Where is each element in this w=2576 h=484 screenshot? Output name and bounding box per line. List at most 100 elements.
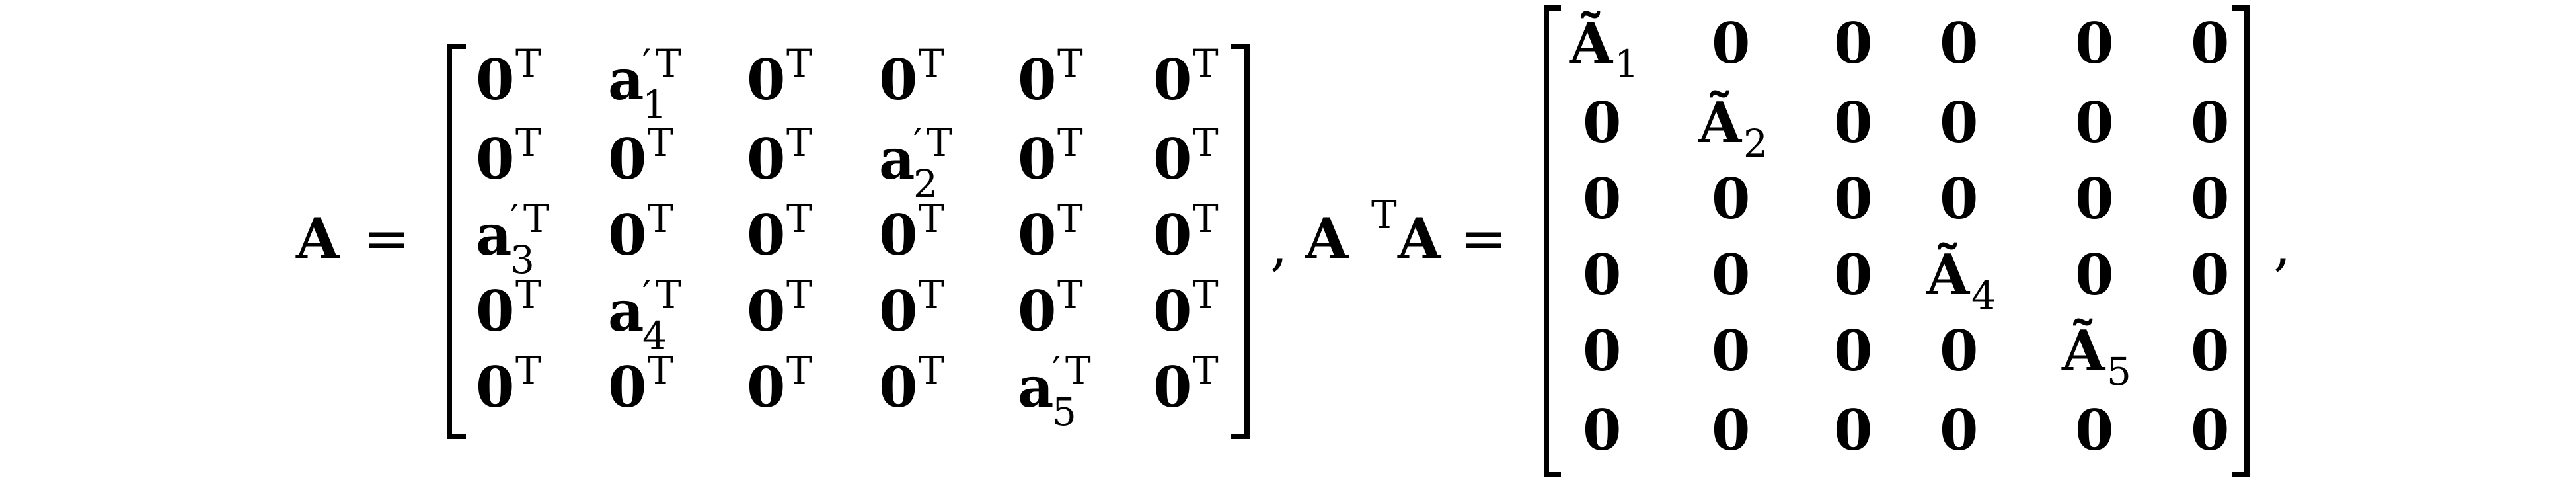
matrix-ata-cell-base: 0	[1940, 318, 1978, 383]
matrix-ata-cell-base: 0	[2075, 397, 2113, 463]
matrix-ata-cell-base: 0	[2075, 11, 2113, 76]
matrix-a-cell-subscript: 5	[1052, 389, 1077, 434]
matrix-a-cell-prime: ′	[913, 120, 922, 165]
matrix-a-cell-transpose: T	[515, 348, 541, 393]
matrix-a-cell-transpose: T	[1057, 272, 1083, 317]
matrix-a-cell-base: 0	[476, 47, 514, 112]
matrix-a-cell-base: 0	[608, 202, 646, 268]
matrix-ata-cell: 0	[1834, 397, 1872, 463]
matrix-ata-cell: 0	[2191, 397, 2229, 463]
matrix-a-cell-base: 0	[1153, 202, 1192, 268]
matrix-ata-cell: 0	[1583, 90, 1621, 155]
matrix-ata-cell-base: 0	[2191, 166, 2229, 231]
matrix-a-cell-transpose: T	[919, 41, 944, 86]
matrix-a-cell-base: 0	[1018, 126, 1056, 192]
matrix-a-cell-subscript: 1	[642, 82, 667, 127]
matrix-a-cell-base: 0	[747, 202, 785, 268]
matrix-a-cell: a′5T	[1018, 348, 1091, 434]
matrix-ata-cell: 0	[1834, 318, 1872, 383]
matrix-a-cell-transpose: T	[1057, 196, 1083, 241]
matrix-ata-cell-base: 0	[1834, 11, 1872, 76]
matrix-a-left-bracket	[447, 44, 466, 439]
matrix-a-cell-base: a	[476, 202, 511, 268]
matrix-a-cell-transpose: T	[523, 196, 549, 241]
matrix-ata-cell-base: 0	[1834, 242, 1872, 307]
matrix-a-cell-transpose: T	[786, 41, 812, 86]
matrix-ata-cell-base: 0	[1940, 397, 1978, 463]
matrix-ata-cell: 0	[1583, 166, 1621, 231]
matrix-ata-cell-base: 0	[1834, 166, 1872, 231]
matrix-ata-cell-base: 0	[1834, 397, 1872, 463]
matrix-ata-cell-base: 0	[1834, 90, 1872, 155]
matrix-ata-cell: 0	[2075, 397, 2113, 463]
matrix-a-cell-base: 0	[747, 278, 785, 344]
matrix-a-cell-transpose: T	[1193, 272, 1219, 317]
matrix-ata-cell-base: 0	[1712, 397, 1750, 463]
matrix-a-cell-transpose: T	[1057, 120, 1083, 165]
matrix-ata-cell-base: Ã	[1698, 90, 1743, 155]
matrix-ata-cell-base: Ã	[1569, 11, 1614, 76]
matrix-a-cell-transpose: T	[1057, 41, 1083, 86]
matrix-a-cell-subscript: 2	[913, 161, 938, 206]
matrix-ata-cell: 0	[1834, 11, 1872, 76]
matrix-a-cell-transpose: T	[1193, 196, 1219, 241]
matrix-ata-cell: 0	[2191, 318, 2229, 383]
matrix-a-cell-transpose: T	[515, 41, 541, 86]
matrix-ata-cell: 0	[1834, 166, 1872, 231]
matrix-ata-cell: 0	[2191, 242, 2229, 307]
matrix-a-cell-transpose: T	[919, 196, 944, 241]
matrix-a-cell-transpose: T	[1193, 41, 1219, 86]
matrix-a-cell-base: 0	[1153, 47, 1192, 112]
matrix-ata-cell: 0	[1940, 397, 1978, 463]
matrix-a-cell-transpose: T	[786, 196, 812, 241]
matrix-ata-cell-base: 0	[2191, 242, 2229, 307]
matrix-ata-cell-base: 0	[1583, 166, 1621, 231]
matrix-ata-cell-base: 0	[2191, 397, 2229, 463]
matrix-ata-cell-base: 0	[1583, 318, 1621, 383]
matrix-a-cell: a′1T	[608, 41, 681, 127]
matrix-ata-cell: 0	[1712, 11, 1750, 76]
matrix-ata-cell-base: 0	[2191, 11, 2229, 76]
matrix-ata-cell: 0	[1940, 11, 1978, 76]
matrix-ata-cell-base: 0	[1712, 242, 1750, 307]
matrix-a-cell-base: 0	[747, 354, 785, 420]
matrix-a-cell-base: 0	[1018, 47, 1056, 112]
matrix-ata-cell: 0	[2075, 166, 2113, 231]
matrix-a-cell-base: 0	[1018, 278, 1056, 344]
matrix-a-cell-transpose: T	[656, 272, 681, 317]
comma-1: ,	[1270, 213, 1288, 278]
matrix-ata-cell: 0	[1583, 242, 1621, 307]
equals-sign-2: =	[1460, 206, 1507, 271]
matrix-a-cell-base: 0	[879, 47, 917, 112]
matrix-ata-cell-base: 0	[2075, 166, 2113, 231]
matrix-a-cell-transpose: T	[1065, 348, 1091, 393]
matrix-a-cell-transpose: T	[1193, 348, 1219, 393]
matrix-ata-cell-base: 0	[1583, 90, 1621, 155]
matrix-a-cell-base: a	[879, 126, 915, 192]
matrix-ata-cell: 0	[1940, 90, 1978, 155]
matrix-a-cell-subscript: 3	[510, 237, 535, 282]
matrix-a-cell-transpose: T	[919, 272, 944, 317]
matrix-a-cell-transpose: T	[515, 120, 541, 165]
matrix-ata-cell: 0	[1834, 242, 1872, 307]
matrix-a-cell-base: a	[1018, 354, 1053, 420]
matrix-ata-cell-subscript: 4	[1971, 273, 1996, 318]
matrix-a-cell-prime: ′	[642, 272, 651, 317]
matrix-ata-cell: 0	[2191, 166, 2229, 231]
matrix-ata-cell: 0	[2191, 90, 2229, 155]
